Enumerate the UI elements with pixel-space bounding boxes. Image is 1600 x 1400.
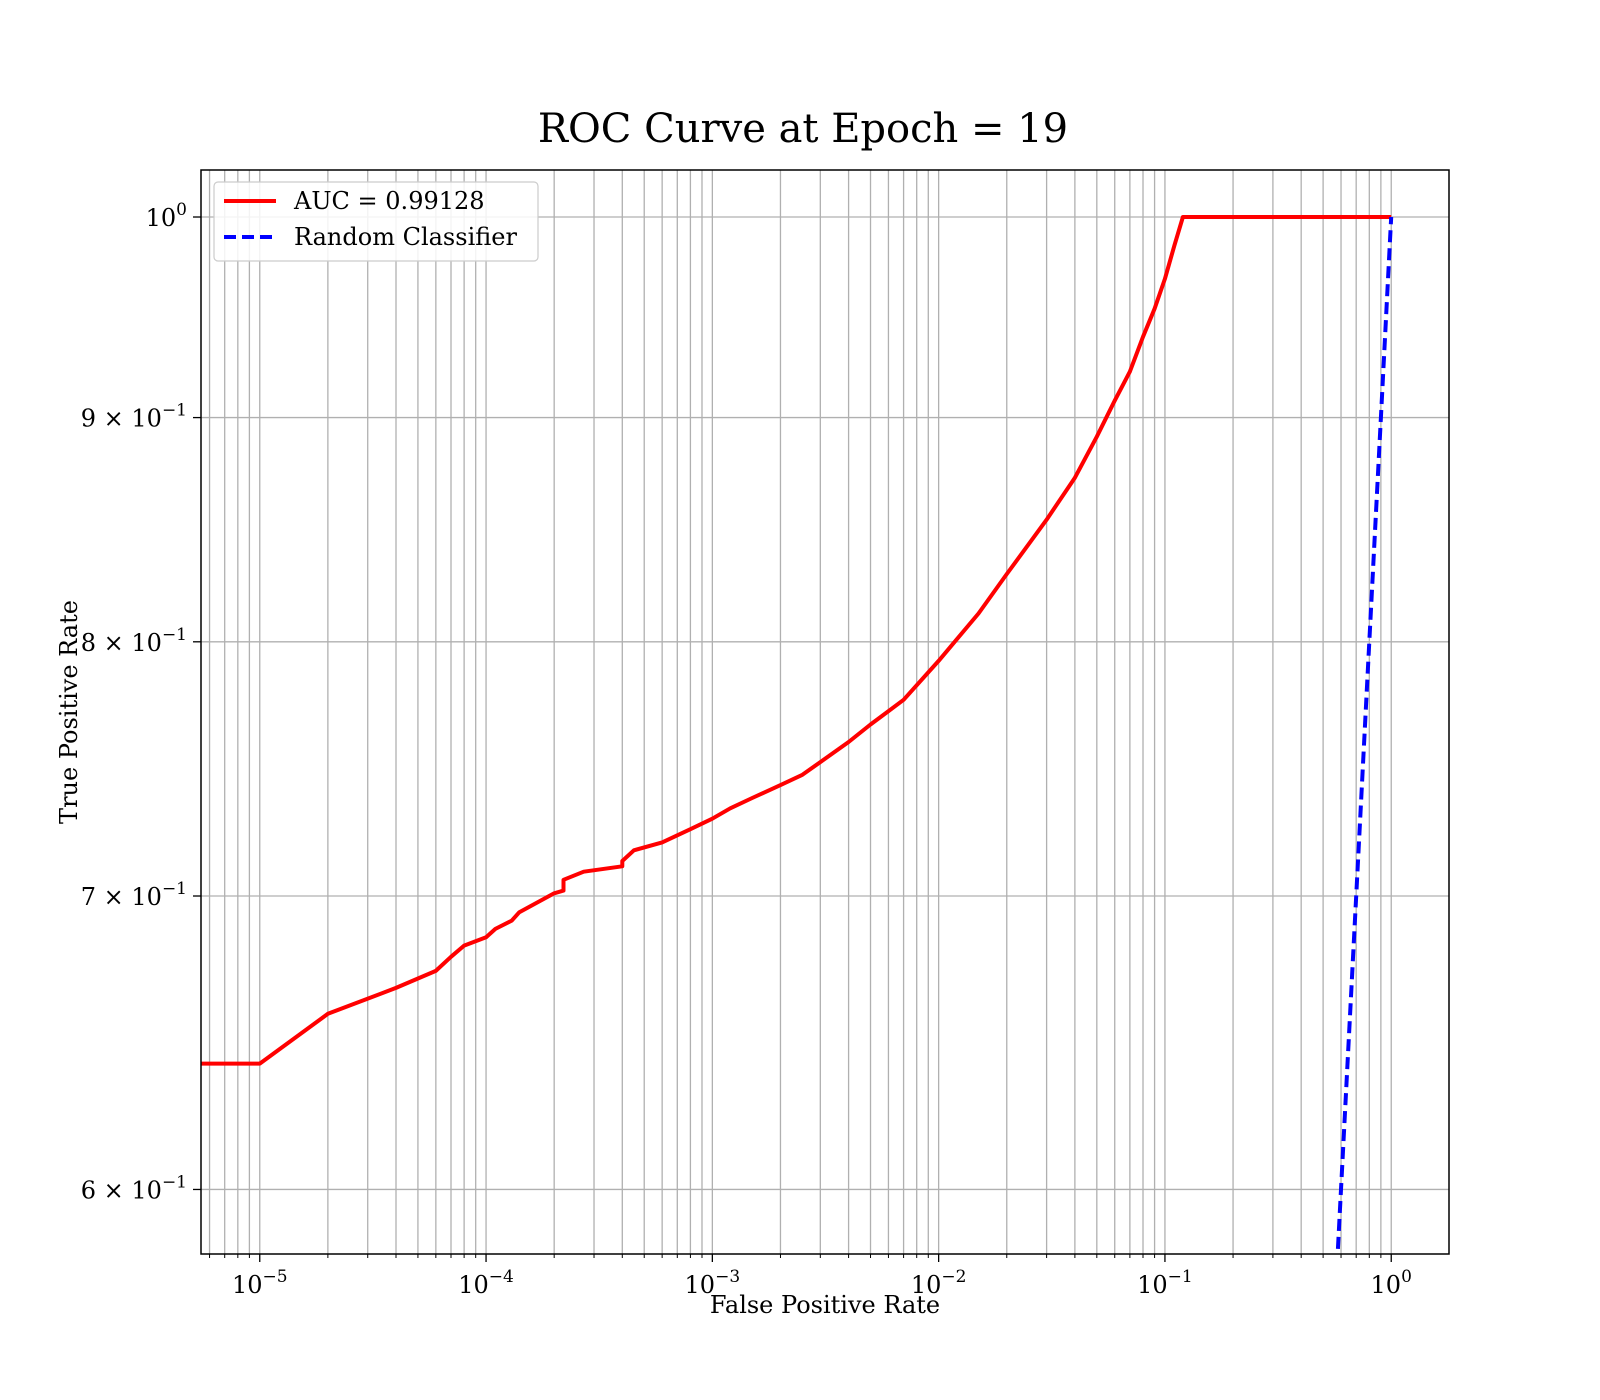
y-axis-label: True Positive Rate (55, 600, 83, 824)
chart-title: ROC Curve at Epoch = 19 (538, 106, 1068, 152)
legend-label-auc: AUC = 0.99128 (293, 187, 485, 215)
legend-label-random: Random Classifier (294, 223, 517, 251)
plot-area (201, 170, 1449, 1254)
x-axis-label: False Positive Rate (710, 1291, 940, 1319)
legend: AUC = 0.99128 Random Classifier (214, 182, 538, 261)
